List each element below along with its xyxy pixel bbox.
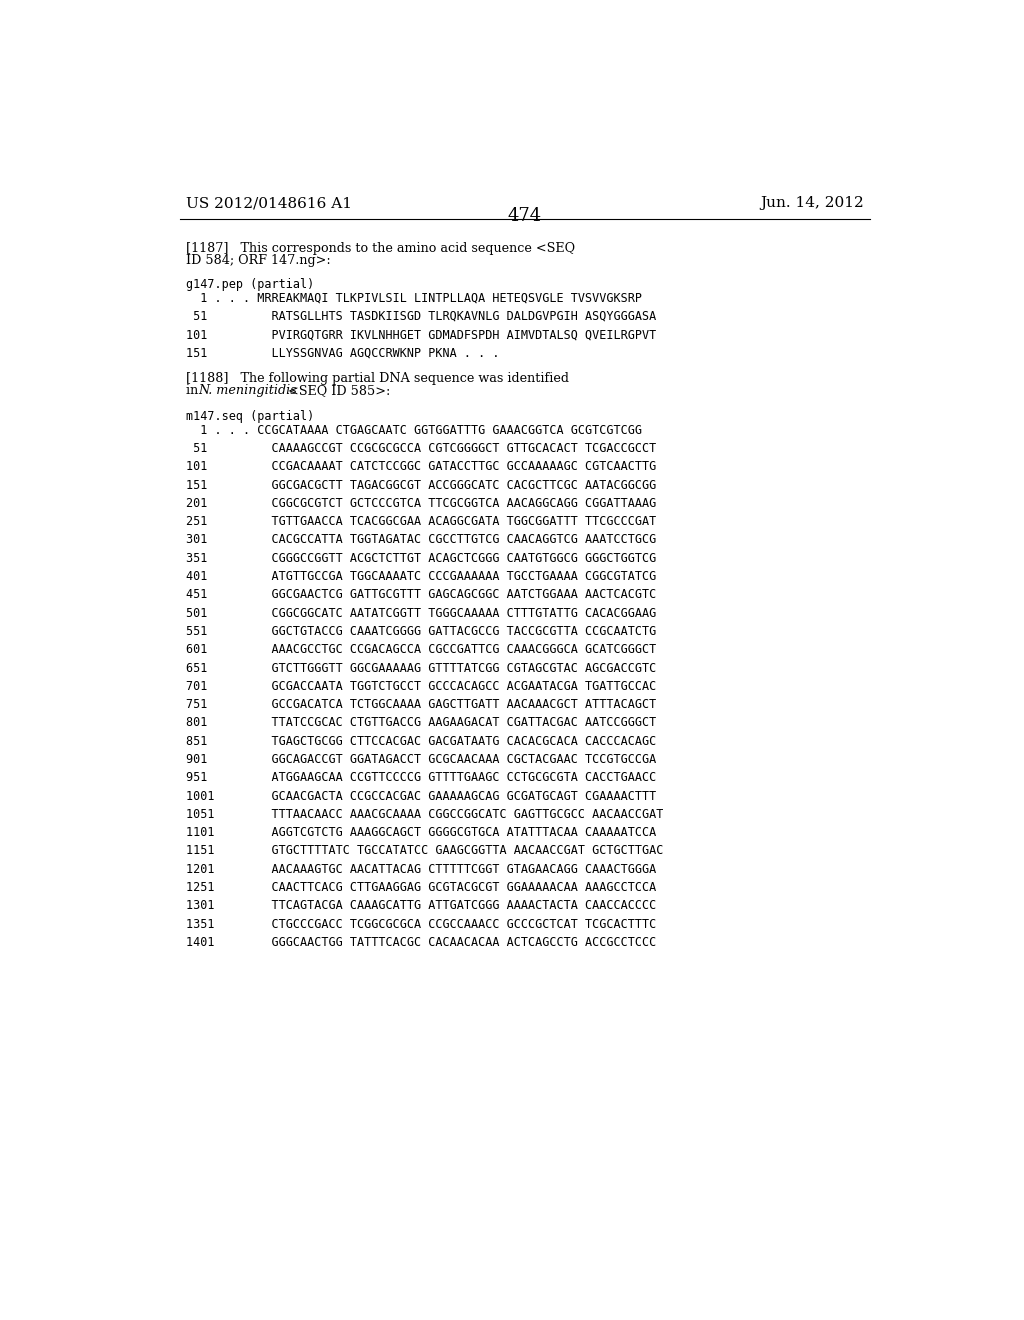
Text: [1188]   The following partial DNA sequence was identified: [1188] The following partial DNA sequenc… [186,372,569,385]
Text: 1251        CAACTTCACG CTTGAAGGAG GCGTACGCGT GGAAAAACAA AAAGCCTCCA: 1251 CAACTTCACG CTTGAAGGAG GCGTACGCGT GG… [186,880,656,894]
Text: 474: 474 [508,207,542,226]
Text: 401         ATGTTGCCGA TGGCAAAATC CCCGAAAAAA TGCCTGAAAA CGGCGTATCG: 401 ATGTTGCCGA TGGCAAAATC CCCGAAAAAA TGC… [186,570,656,583]
Text: 551         GGCTGTACCG CAAATCGGGG GATTACGCCG TACCGCGTTA CCGCAATCTG: 551 GGCTGTACCG CAAATCGGGG GATTACGCCG TAC… [186,624,656,638]
Text: 351         CGGGCCGGTT ACGCTCTTGT ACAGCTCGGG CAATGTGGCG GGGCTGGTCG: 351 CGGGCCGGTT ACGCTCTTGT ACAGCTCGGG CAA… [186,552,656,565]
Text: 901         GGCAGACCGT GGATAGACCT GCGCAACAAA CGCTACGAAC TCCGTGCCGA: 901 GGCAGACCGT GGATAGACCT GCGCAACAAA CGC… [186,752,656,766]
Text: 1 . . . MRREAKMAQI TLKPIVLSIL LINTPLLAQA HETEQSVGLE TVSVVGKSRP: 1 . . . MRREAKMAQI TLKPIVLSIL LINTPLLAQA… [186,292,642,305]
Text: 51         CAAAAGCCGT CCGCGCGCCA CGTCGGGGCT GTTGCACACT TCGACCGCCT: 51 CAAAAGCCGT CCGCGCGCCA CGTCGGGGCT GTTG… [186,442,656,455]
Text: 501         CGGCGGCATC AATATCGGTT TGGGCAAAAA CTTTGTATTG CACACGGAAG: 501 CGGCGGCATC AATATCGGTT TGGGCAAAAA CTT… [186,607,656,619]
Text: 701         GCGACCAATA TGGTCTGCCT GCCCACAGCC ACGAATACGA TGATTGCCAC: 701 GCGACCAATA TGGTCTGCCT GCCCACAGCC ACG… [186,680,656,693]
Text: <SEQ ID 585>:: <SEQ ID 585>: [284,384,390,397]
Text: 1101        AGGTCGTCTG AAAGGCAGCT GGGGCGTGCA ATATTTACAA CAAAAATCCA: 1101 AGGTCGTCTG AAAGGCAGCT GGGGCGTGCA AT… [186,826,656,840]
Text: US 2012/0148616 A1: US 2012/0148616 A1 [186,195,352,210]
Text: 101         CCGACAAAAT CATCTCCGGC GATACCTTGC GCCAAAAAGC CGTCAACTTG: 101 CCGACAAAAT CATCTCCGGC GATACCTTGC GCC… [186,461,656,474]
Text: 1201        AACAAAGTGC AACATTACAG CTTTTTCGGT GTAGAACAGG CAAACTGGGA: 1201 AACAAAGTGC AACATTACAG CTTTTTCGGT GT… [186,863,656,875]
Text: 151         LLYSSGNVAG AGQCCRWKNP PKNA . . .: 151 LLYSSGNVAG AGQCCRWKNP PKNA . . . [186,346,500,359]
Text: 251         TGTTGAACCA TCACGGCGAA ACAGGCGATA TGGCGGATTT TTCGCCCGAT: 251 TGTTGAACCA TCACGGCGAA ACAGGCGATA TGG… [186,515,656,528]
Text: in: in [186,384,202,397]
Text: 1001        GCAACGACTA CCGCCACGAC GAAAAAGCAG GCGATGCAGT CGAAAACTTT: 1001 GCAACGACTA CCGCCACGAC GAAAAAGCAG GC… [186,789,656,803]
Text: 1401        GGGCAACTGG TATTTCACGC CACAACACAA ACTCAGCCTG ACCGCCTCCC: 1401 GGGCAACTGG TATTTCACGC CACAACACAA AC… [186,936,656,949]
Text: 151         GGCGACGCTT TAGACGGCGT ACCGGGCATC CACGCTTCGC AATACGGCGG: 151 GGCGACGCTT TAGACGGCGT ACCGGGCATC CAC… [186,479,656,491]
Text: 101         PVIRGQTGRR IKVLNHHGET GDMADFSPDH AIMVDTALSQ QVEILRGPVT: 101 PVIRGQTGRR IKVLNHHGET GDMADFSPDH AIM… [186,329,656,341]
Text: 951         ATGGAAGCAA CCGTTCCCCG GTTTTGAAGC CCTGCGCGTA CACCTGAACC: 951 ATGGAAGCAA CCGTTCCCCG GTTTTGAAGC CCT… [186,771,656,784]
Text: 601         AAACGCCTGC CCGACAGCCA CGCCGATTCG CAAACGGGCA GCATCGGGCT: 601 AAACGCCTGC CCGACAGCCA CGCCGATTCG CAA… [186,643,656,656]
Text: 301         CACGCCATTA TGGTAGATAC CGCCTTGTCG CAACAGGTCG AAATCCTGCG: 301 CACGCCATTA TGGTAGATAC CGCCTTGTCG CAA… [186,533,656,546]
Text: 451         GGCGAACTCG GATTGCGTTT GAGCAGCGGC AATCTGGAAA AACTCACGTC: 451 GGCGAACTCG GATTGCGTTT GAGCAGCGGC AAT… [186,589,656,602]
Text: 1151        GTGCTTTTATC TGCCATATCC GAAGCGGTTA AACAACCGAT GCTGCTTGAC: 1151 GTGCTTTTATC TGCCATATCC GAAGCGGTTA A… [186,845,664,858]
Text: m147.seq (partial): m147.seq (partial) [186,411,314,424]
Text: 651         GTCTTGGGTT GGCGAAAAAG GTTTTATCGG CGTAGCGTAC AGCGACCGTC: 651 GTCTTGGGTT GGCGAAAAAG GTTTTATCGG CGT… [186,661,656,675]
Text: 751         GCCGACATCA TCTGGCAAAA GAGCTTGATT AACAAACGCT ATTTACAGCT: 751 GCCGACATCA TCTGGCAAAA GAGCTTGATT AAC… [186,698,656,711]
Text: g147.pep (partial): g147.pep (partial) [186,279,314,292]
Text: 801         TTATCCGCAC CTGTTGACCG AAGAAGACAT CGATTACGAC AATCCGGGCT: 801 TTATCCGCAC CTGTTGACCG AAGAAGACAT CGA… [186,717,656,730]
Text: 201         CGGCGCGTCT GCTCCCGTCA TTCGCGGTCA AACAGGCAGG CGGATTAAAG: 201 CGGCGCGTCT GCTCCCGTCA TTCGCGGTCA AAC… [186,496,656,510]
Text: 1351        CTGCCCGACC TCGGCGCGCA CCGCCAAACC GCCCGCTCAT TCGCACTTTC: 1351 CTGCCCGACC TCGGCGCGCA CCGCCAAACC GC… [186,917,656,931]
Text: 851         TGAGCTGCGG CTTCCACGAC GACGATAATG CACACGCACA CACCCACAGC: 851 TGAGCTGCGG CTTCCACGAC GACGATAATG CAC… [186,735,656,747]
Text: N. meningitidis: N. meningitidis [199,384,297,397]
Text: Jun. 14, 2012: Jun. 14, 2012 [760,195,863,210]
Text: 1301        TTCAGTACGA CAAAGCATTG ATTGATCGGG AAAACTACTA CAACCACCCC: 1301 TTCAGTACGA CAAAGCATTG ATTGATCGGG AA… [186,899,656,912]
Text: [1187]   This corresponds to the amino acid sequence <SEQ: [1187] This corresponds to the amino aci… [186,242,575,255]
Text: 1 . . . CCGCATAAAA CTGAGCAATC GGTGGATTTG GAAACGGTCA GCGTCGTCGG: 1 . . . CCGCATAAAA CTGAGCAATC GGTGGATTTG… [186,424,642,437]
Text: ID 584; ORF 147.ng>:: ID 584; ORF 147.ng>: [186,253,331,267]
Text: 1051        TTTAACAACC AAACGCAAAA CGGCCGGCATC GAGTTGCGCC AACAACCGAT: 1051 TTTAACAACC AAACGCAAAA CGGCCGGCATC G… [186,808,664,821]
Text: 51         RATSGLLHTS TASDKIISGD TLRQKAVNLG DALDGVPGIH ASQYGGGASA: 51 RATSGLLHTS TASDKIISGD TLRQKAVNLG DALD… [186,310,656,323]
